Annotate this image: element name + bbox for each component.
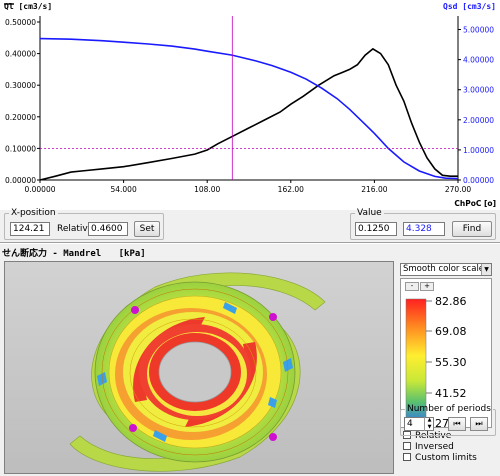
qsd-series-line	[39, 37, 459, 180]
mandrel-contour-plot[interactable]	[5, 262, 394, 474]
scale-tick-2-label: 69.08	[435, 325, 467, 338]
y-left-tick-label: 0.50000	[5, 18, 36, 27]
y-right-tick-label: 2.00000	[463, 116, 494, 125]
y-left-tick-label: 0.10000	[5, 144, 36, 153]
x-tick-label: 216.00	[361, 185, 387, 194]
checkbox-icon[interactable]	[403, 442, 411, 450]
y-right-tick-label: 3.00000	[463, 86, 494, 95]
relative-checkbox-label: Relative	[415, 431, 452, 441]
result-unit: [kPa]	[118, 249, 146, 259]
panel-divider[interactable]	[0, 242, 500, 244]
y-right-tick-label: 5.00000	[463, 26, 494, 35]
flow-chart[interactable]: 0.50000 0.40000 0.30000 0.20000 0.10000 0.000…	[0, 0, 500, 210]
scale-tick-3-label: 55.30	[435, 356, 467, 369]
chart-cursor[interactable]	[40, 16, 458, 180]
relative-label: Relative	[57, 224, 94, 234]
scale-mode-select[interactable]: Smooth color scale ▼	[400, 263, 492, 276]
periods-legend: Number of periods	[407, 404, 491, 414]
inversed-checkbox[interactable]: Inversed	[403, 442, 454, 452]
right-axis-label: Qsd [cm3/s]	[443, 2, 496, 11]
y-left-tick-label: 0.00000	[5, 176, 36, 185]
scale-side-panel: Smooth color scale ▼ - +	[397, 261, 500, 474]
chart-series	[39, 37, 459, 181]
x-tick-label: 162.00	[278, 185, 304, 194]
value-left-input[interactable]: 0.1250	[355, 222, 397, 236]
flow-chart-panel[interactable]: 0.50000 0.40000 0.30000 0.20000 0.10000 0.000…	[0, 0, 500, 210]
cold-spot-3	[283, 358, 293, 372]
scale-decrease-button[interactable]: -	[405, 282, 419, 291]
scale-max-label: 82.86	[435, 295, 467, 308]
y-right-tick-label: 0.00000	[463, 176, 494, 185]
y-right-tick-label: 4.00000	[463, 56, 494, 65]
scale-increase-button[interactable]: +	[420, 282, 434, 291]
scale-tick-4-label: 41.52	[435, 387, 467, 400]
chart-axes	[39, 16, 459, 181]
skip-forward-icon[interactable]: ⏭	[470, 417, 488, 431]
x-tick-label: 108.00	[194, 185, 220, 194]
probe-marker-1[interactable]	[131, 306, 139, 314]
periods-spinner[interactable]: ▲ ▼	[424, 417, 434, 431]
checkbox-icon[interactable]	[403, 453, 411, 461]
x-tick-label: 270.00	[445, 185, 471, 194]
find-button[interactable]: Find	[452, 221, 492, 237]
cold-spot-4	[97, 372, 107, 386]
set-button[interactable]: Set	[134, 221, 160, 237]
relative-input[interactable]: 0.4600	[88, 222, 128, 236]
y-left-tick-label: 0.30000	[5, 81, 36, 90]
probe-marker-3[interactable]	[129, 424, 137, 432]
inversed-checkbox-label: Inversed	[415, 442, 454, 452]
contour-line-2	[129, 318, 257, 428]
probe-marker-2[interactable]	[269, 313, 277, 321]
x-axis-label: ChPoC [o]	[454, 199, 496, 208]
custom-limits-checkbox-label: Custom limits	[415, 453, 477, 463]
y-left-tick-label: 0.40000	[5, 50, 36, 59]
color-scale-legend: - +	[400, 278, 492, 430]
left-axis-label: Ql [cm3/s]	[4, 2, 52, 11]
mandrel-bore	[158, 341, 232, 403]
value-legend: Value	[357, 208, 382, 218]
probe-marker-4[interactable]	[269, 433, 277, 441]
y-right-tick-label: 1.00000	[463, 146, 494, 155]
value-group: Value	[350, 208, 496, 240]
periods-group: Number of periods	[400, 404, 496, 436]
x-position-input[interactable]: 124.21	[10, 222, 50, 236]
ql-series-line	[39, 47, 458, 181]
cold-spot-1	[223, 302, 237, 314]
chart-controls: X-position 124.21 Relative 0.4600 Set Va…	[0, 208, 500, 242]
scale-mode-value: Smooth color scale	[403, 264, 485, 274]
value-right-input[interactable]: 4.328	[403, 222, 445, 236]
y-left-tick-label: 0.20000	[5, 113, 36, 122]
x-tick-label: 0.00000	[24, 185, 55, 194]
cold-spot-5	[268, 397, 277, 408]
custom-limits-checkbox[interactable]: Custom limits	[403, 453, 477, 463]
x-position-group: X-position	[4, 208, 164, 240]
chart-labels: Ql [cm3/s] Qsd [cm3/s] ChPoC [o]	[4, 2, 496, 208]
skip-back-icon[interactable]: ⏮	[448, 417, 466, 431]
x-tick-label: 54.000	[110, 185, 136, 194]
result-title-text: せん断応力 - Mandrel	[2, 249, 102, 259]
cold-spot-2	[153, 430, 167, 442]
chart-ticks: 0.50000 0.40000 0.30000 0.20000 0.10000 0.000…	[5, 18, 494, 194]
x-position-legend: X-position	[11, 208, 56, 218]
mandrel-model	[69, 272, 326, 472]
chevron-down-icon[interactable]: ▼	[481, 264, 491, 275]
result-title: せん断応力 - Mandrel [kPa]	[2, 246, 146, 259]
contour-line-1	[101, 288, 289, 456]
mandrel-3d-view[interactable]	[4, 261, 394, 474]
periods-input[interactable]: 4	[404, 417, 434, 431]
